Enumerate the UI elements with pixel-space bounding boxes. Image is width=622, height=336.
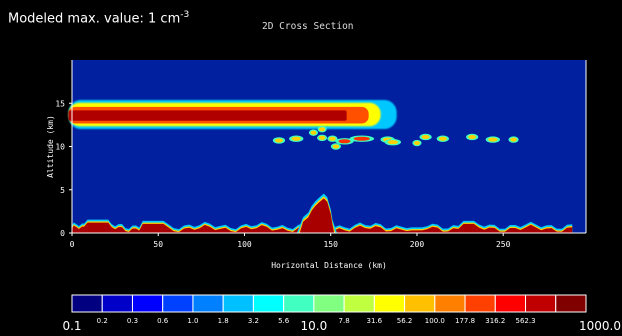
blob-inner <box>488 137 498 142</box>
modeled-max-value-label: Modeled max. value: 1 cm-3 <box>8 10 189 26</box>
colorbar-tick-label: 0.3 <box>126 317 139 325</box>
colorbar-tick-label: 0.2 <box>96 317 108 325</box>
colorbar-swatch <box>313 294 345 313</box>
colorbar-swatch <box>101 294 133 313</box>
blob-inner <box>318 135 326 140</box>
colorbar-tick-label: 1.0 <box>187 317 199 325</box>
blob-inner <box>332 144 340 149</box>
y-tick-label: 5 <box>60 186 65 195</box>
colorbar-tick-label: 0.6 <box>157 317 169 325</box>
blob-inner <box>319 127 326 132</box>
colorbar-major-label: 10.0 <box>300 319 328 333</box>
x-tick-label: 200 <box>410 240 425 249</box>
blob-inner <box>421 134 430 139</box>
colorbar-tick-label: 316.2 <box>485 317 506 325</box>
colorbar-swatch <box>162 294 194 313</box>
blob-inner <box>310 130 317 135</box>
blob-inner <box>387 140 399 145</box>
colorbar-swatch <box>283 294 315 313</box>
axes: 0 50 100 150 200 250 0 5 10 15 Horizontal Distance… <box>46 60 587 270</box>
colorbar-swatch <box>464 294 496 313</box>
colorbar-major-label: 0.1 <box>62 319 82 333</box>
blob-inner <box>510 137 517 142</box>
colorbar-swatch <box>494 294 527 313</box>
colorbar-swatch <box>192 294 224 313</box>
y-tick-label: 10 <box>55 143 65 152</box>
colorbar-major-label: 1000.0 <box>579 319 621 333</box>
colorbar-tick-label: 56.2 <box>396 317 413 325</box>
x-tick-label: 0 <box>70 240 75 249</box>
colorbar-tick-label: 31.6 <box>366 317 383 325</box>
chart-title: 2D Cross Section <box>262 21 354 32</box>
y-tick-label: 15 <box>55 99 65 108</box>
blob-inner <box>329 136 336 141</box>
colorbar-tick-label: 1.8 <box>217 317 229 325</box>
colorbar-tick-label: 562.3 <box>515 317 536 325</box>
x-axis-label: Horizontal Distance (km) <box>271 261 387 270</box>
colorbar-tick-label: 100.0 <box>424 317 445 325</box>
colorbar-swatch <box>343 294 375 313</box>
modeled-max-value-text: Modeled max. value: 1 cm <box>8 11 181 27</box>
colorbar-tick-label: 3.2 <box>247 317 259 325</box>
blob-inner <box>338 139 351 144</box>
plume-core <box>299 198 335 233</box>
colorbar-tick-label: 7.8 <box>338 317 350 325</box>
colorbar-swatch <box>404 294 436 313</box>
colorbar-swatch <box>525 294 557 313</box>
colorbar-swatch <box>71 294 103 313</box>
concentration-features <box>68 99 573 233</box>
colorbar-swatch <box>131 294 164 313</box>
x-tick-label: 250 <box>496 240 511 249</box>
blob-inner <box>438 136 447 141</box>
x-tick-label: 50 <box>153 240 163 249</box>
blob-inner <box>353 136 370 141</box>
colorbar-swatch <box>222 294 254 313</box>
blob-inner <box>414 141 420 146</box>
upper-layer-core <box>68 110 347 121</box>
x-tick-label: 100 <box>237 240 252 249</box>
blob-inner <box>275 138 283 143</box>
x-tick-label: 150 <box>323 240 338 249</box>
y-axis-label: Altitude (km) <box>46 115 55 178</box>
blob-inner <box>468 134 477 139</box>
colorbar-swatch <box>373 294 406 313</box>
blob-inner <box>291 136 301 141</box>
colorbar-tick-label: 177.8 <box>455 317 476 325</box>
unit-exponent: -3 <box>180 10 190 20</box>
colorbar-swatch <box>555 294 587 313</box>
colorbar-swatch <box>434 294 466 313</box>
y-tick-label: 0 <box>60 229 65 238</box>
colorbar-tick-label: 5.6 <box>278 317 290 325</box>
colorbar-swatch <box>252 294 285 313</box>
colorbar <box>71 294 587 313</box>
